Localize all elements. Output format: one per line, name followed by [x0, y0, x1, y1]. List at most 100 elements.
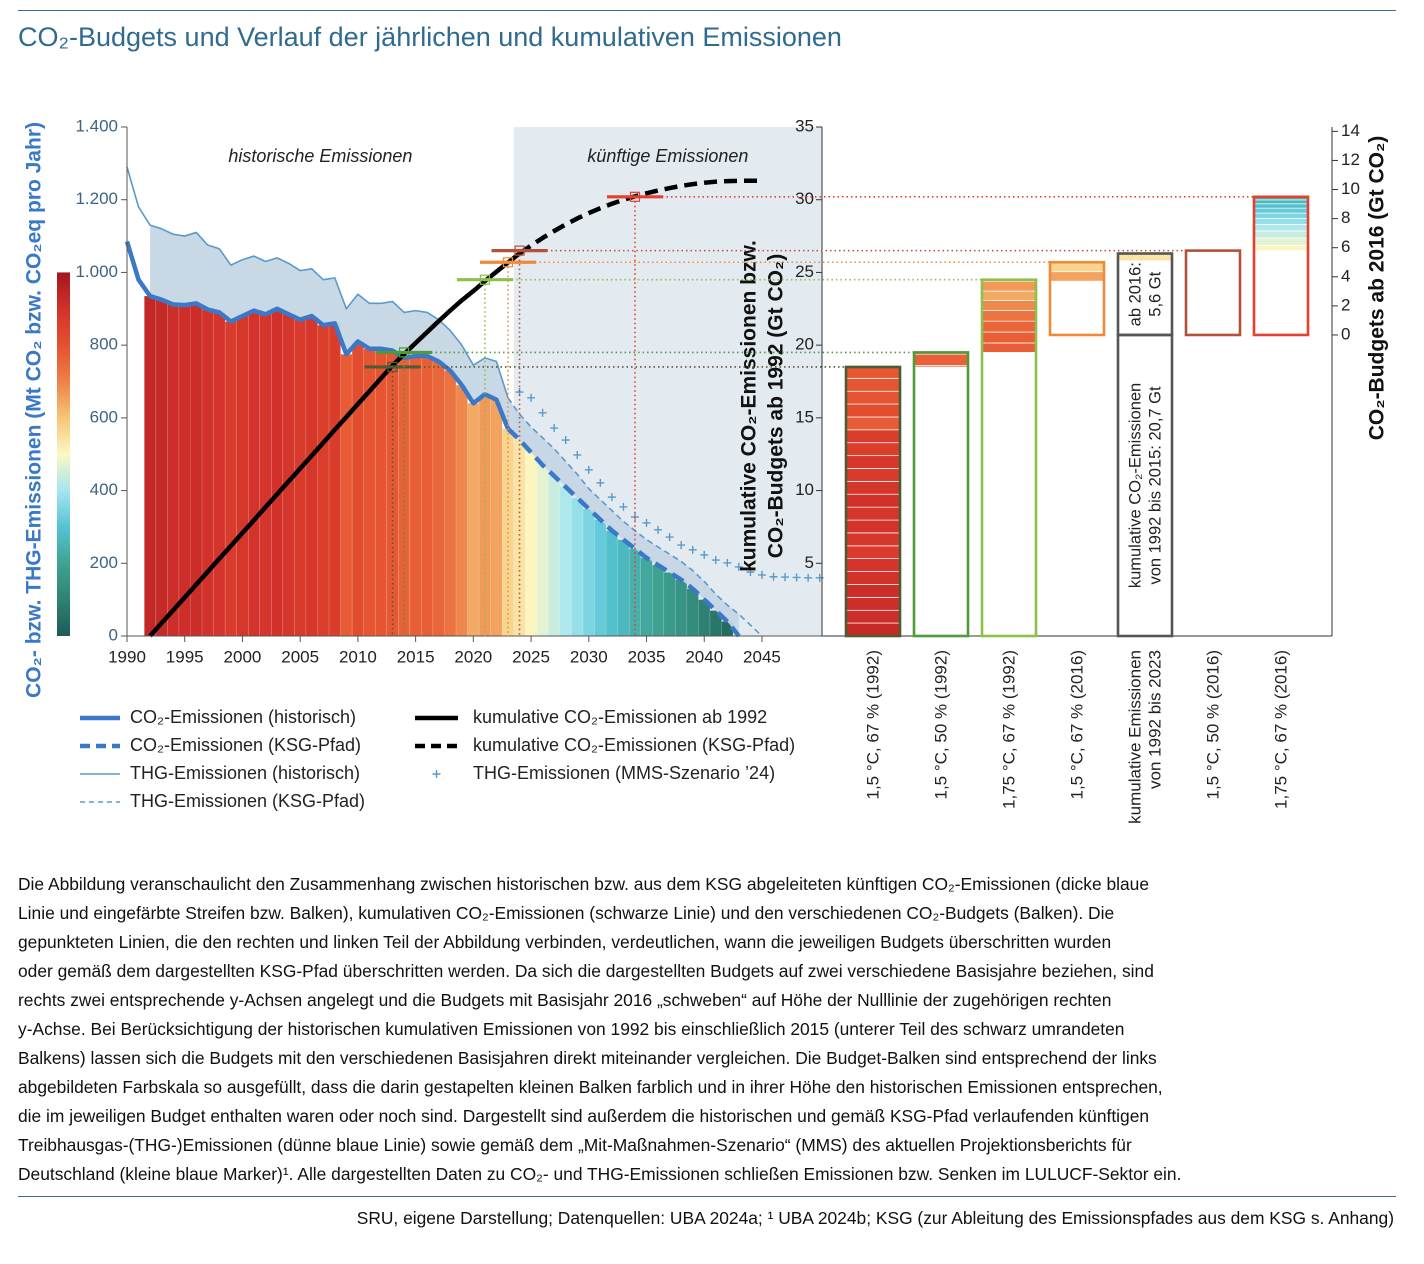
budget-bar [980, 278, 1038, 638]
emission-stripe [294, 319, 307, 637]
y-tick-label: 10 [795, 480, 814, 499]
emission-stripe [455, 384, 468, 637]
bottom-rule [18, 1196, 1396, 1197]
budget-stripe [981, 342, 1037, 353]
emission-stripe [351, 341, 364, 637]
budget-bar [1252, 195, 1310, 337]
emission-stripe [582, 508, 595, 637]
x-tick-label: 2030 [570, 647, 608, 666]
emission-stripe [444, 370, 457, 637]
x-tick-label: 2035 [628, 647, 666, 666]
y-tick-label: 20 [795, 335, 814, 354]
budget-stripe [845, 493, 901, 508]
caption: Die Abbildung veranschaulicht den Zusamm… [18, 870, 1408, 1189]
caption-line: Deutschland (kleine blaue Marker)¹. Alle… [18, 1164, 1182, 1184]
emission-stripe [617, 539, 630, 637]
emission-stripe [247, 310, 261, 637]
series-line [148, 251, 521, 638]
emission-stripe [236, 315, 249, 637]
budget-stripe [845, 416, 901, 431]
mms-marker [677, 541, 686, 550]
x-tick-label: 1990 [108, 647, 146, 666]
y-tick-label: 0 [109, 625, 118, 644]
mms-marker [769, 572, 778, 581]
budget-stripe [1253, 203, 1309, 209]
budget-stripe [1253, 212, 1309, 219]
mms-marker [734, 562, 743, 571]
emission-stripe [224, 321, 237, 637]
y-tick-label: 400 [90, 480, 118, 499]
legend-label: THG-Emissionen (KSG-Pfad) [130, 791, 365, 811]
emission-stripe [317, 324, 330, 637]
mms-marker [804, 573, 813, 582]
legend-label: CO₂-Emissionen (KSG-Pfad) [130, 735, 361, 755]
bar-background [1186, 250, 1240, 335]
annotation: künftige Emissionen [587, 146, 748, 166]
mms-marker [584, 465, 593, 474]
mms-marker [642, 518, 651, 527]
emission-stripe [421, 355, 434, 637]
emission-stripe [409, 355, 422, 637]
bar-background [914, 352, 968, 636]
mms-marker [561, 436, 570, 445]
x-tick-label: 2000 [224, 647, 262, 666]
y-axis-label: CO₂- bzw. THG-Emissionen (Mt CO₂ bzw. CO… [23, 122, 46, 698]
x-tick-label: 1,75 °C, 67 % (1992) [999, 650, 1018, 809]
emission-stripe [305, 315, 318, 637]
y2-tick-label: 14 [1341, 121, 1360, 140]
y-tick-label: 25 [795, 262, 814, 281]
legend-swatch [432, 770, 441, 778]
y-tick-label: 600 [90, 407, 118, 426]
mms-marker [746, 568, 755, 577]
emission-stripe [259, 313, 272, 637]
budget-stripe [845, 468, 901, 482]
x-tick-label: von 1992 bis 2023 [1145, 650, 1164, 789]
y2-tick-label: 4 [1341, 266, 1350, 285]
mms-marker [527, 393, 536, 402]
budget-stripe [845, 506, 901, 521]
budget-stripe [981, 320, 1037, 333]
y2-tick-label: 8 [1341, 208, 1350, 227]
y2-axis-label: CO₂-Budgets ab 2016 (Gt CO₂) [1366, 136, 1389, 441]
emission-stripe [525, 452, 538, 637]
caption-line: oder gemäß dem dargestellten KSG-Pfad üb… [18, 961, 1154, 981]
exceedance-square [502, 257, 514, 268]
y-tick-label: 1.400 [75, 116, 118, 135]
emission-stripe [663, 572, 676, 637]
emission-stripe [144, 295, 157, 637]
x-tick-label: 1995 [166, 647, 204, 666]
budget-stripe [981, 300, 1037, 311]
budget-bar [912, 351, 970, 638]
y2-tick-label: 2 [1341, 295, 1350, 314]
budget-stripe [981, 331, 1037, 344]
emission-stripe [167, 304, 180, 637]
mms-marker [757, 570, 766, 579]
budget-bar [1048, 260, 1106, 337]
legend-label: THG-Emissionen (historisch) [130, 763, 360, 783]
source: SRU, eigene Darstellung; Datenquellen: U… [356, 1208, 1394, 1228]
emission-stripe [490, 399, 503, 637]
y-tick-label: 30 [795, 189, 814, 208]
caption-line: rechts zwei entsprechende y-Achsen angel… [18, 990, 1112, 1010]
caption-line: abgebildeten Farbskala so ausgefüllt, da… [18, 1077, 1163, 1097]
mms-marker [711, 556, 720, 565]
mms-marker [688, 545, 697, 554]
mms-marker [665, 533, 674, 542]
budget-stripe [981, 280, 1037, 292]
emission-stripe [675, 579, 688, 637]
budget-stripe [845, 596, 901, 611]
bar-value-label: 5,6 Gt [1146, 271, 1164, 316]
mms-marker [781, 573, 790, 582]
budget-stripe [845, 442, 901, 457]
y2-tick-label: 6 [1341, 237, 1350, 256]
emission-stripe [686, 588, 699, 637]
budget-bar [1116, 252, 1174, 337]
top-rule [18, 10, 1396, 11]
x-tick-label: 2045 [743, 647, 781, 666]
emission-stripe [548, 475, 561, 637]
y-tick-label: 15 [795, 407, 814, 426]
x-tick-label: 1,5 °C, 67 % (2016) [1067, 650, 1086, 800]
bar-value-label: ab 2016: [1126, 262, 1144, 326]
emission-stripe [605, 530, 618, 637]
x-tick-label: 2025 [512, 647, 550, 666]
